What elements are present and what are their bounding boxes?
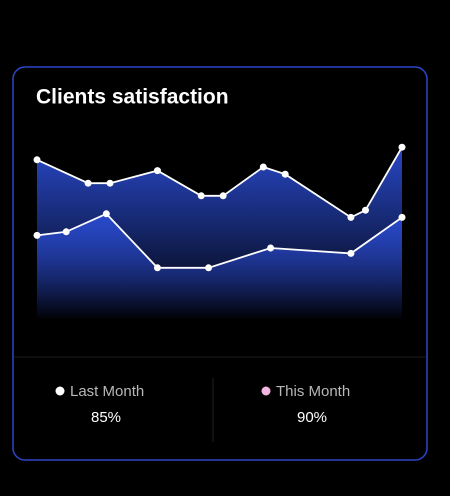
point [62,228,70,236]
point [153,264,161,272]
legend-label: This Month [276,383,350,400]
line [36,212,403,269]
point [398,143,406,151]
point [347,213,355,221]
legend: Last Month 85% This Month 90% [55,383,350,426]
legend-label: Last Month [70,383,144,400]
point [33,156,41,164]
chart-title: Clients satisfaction [36,86,229,109]
legend-value: 90% [297,409,327,426]
point [205,264,213,272]
point [281,170,289,178]
point [33,231,41,239]
point [259,163,267,171]
point [197,192,205,200]
point [347,249,355,257]
point [106,179,114,187]
point [219,192,227,200]
point [267,244,275,252]
legend-dot [261,386,271,396]
point [398,213,406,221]
area [37,213,402,320]
plot [33,143,406,320]
point [362,206,369,214]
legend-dot [55,386,65,396]
point [102,210,110,218]
point [84,179,92,187]
point [153,167,161,175]
legend-value: 85% [91,409,121,426]
